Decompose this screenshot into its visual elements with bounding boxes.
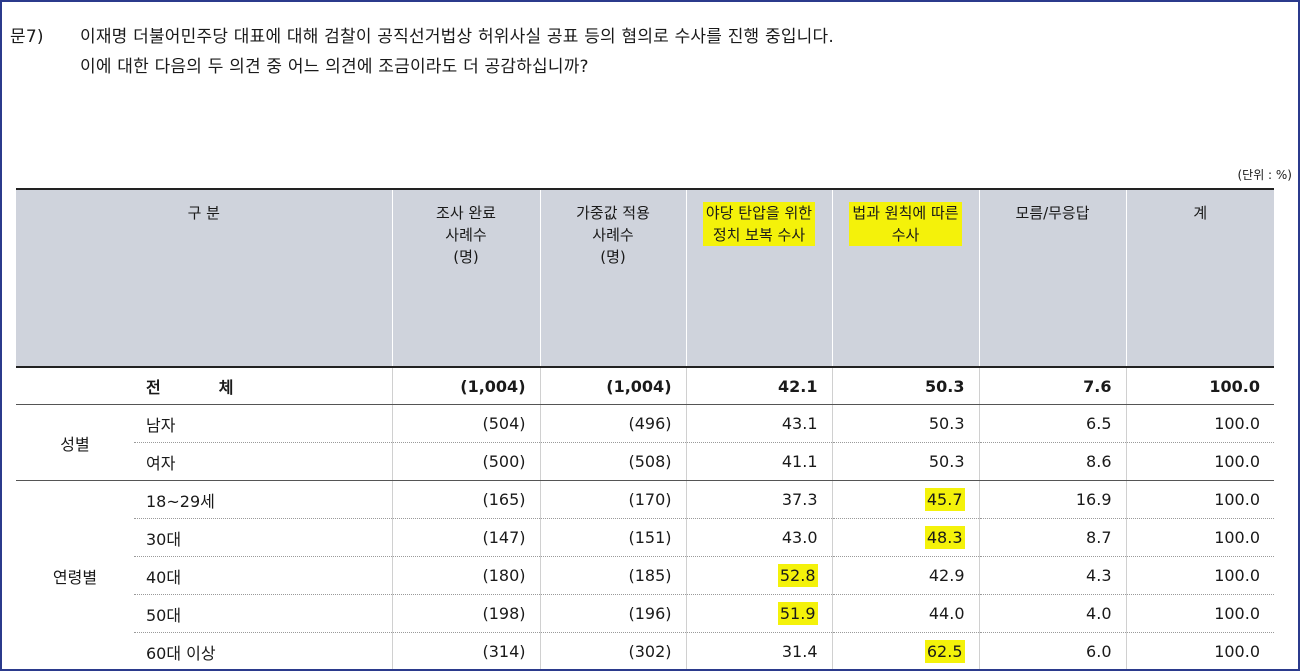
column-header-label: 법과 원칙에 따른 수사	[849, 202, 962, 246]
cell-value: 6.0	[978, 632, 1126, 669]
column-header-6: 계	[1125, 188, 1274, 368]
table-row-total: 전 체 (1,004) (1,004) 42.1 50.3 7.6 100.0	[16, 367, 1274, 405]
highlighted-value: 51.9	[777, 602, 818, 625]
table-row: 성별 남자 (504) (496) 43.1 50.3 6.5 100.0	[16, 404, 1274, 481]
cell-value: 43.0	[685, 518, 832, 557]
cell-value: 48.3	[831, 518, 979, 557]
row-label: 60대 이상	[134, 632, 392, 669]
question-number: 문7)	[10, 27, 44, 47]
group-label: 연령별	[16, 480, 134, 669]
cell-value: (496)	[539, 404, 686, 443]
cell-value: 100.0	[1125, 404, 1274, 443]
unit-label: (단위 : %)	[1237, 168, 1292, 182]
cell-value: (147)	[391, 518, 540, 557]
group-label: 성별	[16, 404, 134, 481]
question-text-line2: 이에 대한 다음의 두 의견 중 어느 의견에 조금이라도 더 공감하십니까?	[80, 57, 589, 77]
cell-value: 42.9	[831, 556, 979, 595]
highlighted-value: 62.5	[924, 640, 965, 663]
column-header-label: 구 분	[187, 204, 220, 222]
table-row: 50대 (198) (196) 51.9 44.0 4.0 100.0	[16, 594, 1274, 633]
cell-total-2: 42.1	[685, 367, 832, 405]
column-header-label: 야당 탄압을 위한 정치 보복 수사	[702, 202, 816, 246]
row-label: 여자	[134, 442, 392, 481]
cell-value: 16.9	[978, 480, 1126, 519]
total-label-b: 체	[218, 378, 234, 397]
cell-value: (196)	[539, 594, 686, 633]
cell-value: (314)	[391, 632, 540, 669]
highlighted-value: 45.7	[924, 488, 965, 511]
cell-value: (165)	[391, 480, 540, 519]
column-header-2: 가중값 적용 사례수 (명)	[539, 188, 686, 368]
cell-value: 62.5	[831, 632, 979, 669]
column-header-label: 계	[1193, 204, 1208, 222]
cell-value: (151)	[539, 518, 686, 557]
cell-total-4: 7.6	[978, 367, 1126, 405]
cell-value: 8.7	[978, 518, 1126, 557]
cell-value: 31.4	[685, 632, 832, 669]
cell-value: (185)	[539, 556, 686, 595]
total-label-a: 전	[146, 378, 161, 397]
cell-value: (302)	[539, 632, 686, 669]
row-label: 50대	[134, 594, 392, 633]
question-text-line1: 이재명 더불어민주당 대표에 대해 검찰이 공직선거법상 허위사실 공표 등의 …	[80, 27, 834, 47]
cell-value: 52.8	[685, 556, 832, 595]
table-body: 전 체 (1,004) (1,004) 42.1 50.3 7.6 100.0 성별 남자 (504…	[16, 367, 1274, 669]
cell-total-3: 50.3	[831, 367, 979, 405]
cell-value: 100.0	[1125, 518, 1274, 557]
cell-value: 4.3	[978, 556, 1126, 595]
table-header-row: 구 분 조사 완료 사례수 (명) 가중값 적용 사례수 (명) 야당 탄압을 위한 …	[16, 188, 1274, 368]
row-label: 18~29세	[134, 480, 392, 519]
row-label: 30대	[134, 518, 392, 557]
row-label: 40대	[134, 556, 392, 595]
column-header-1: 조사 완료 사례수 (명)	[391, 188, 540, 368]
table-row: 연령별 18~29세 (165) (170) 37.3 45.7 16.9 100.0	[16, 480, 1274, 669]
column-header-4: 법과 원칙에 따른 수사	[831, 188, 979, 368]
cell-total-5: 100.0	[1125, 367, 1274, 405]
cell-value: (500)	[391, 442, 540, 481]
cell-value: 100.0	[1125, 632, 1274, 669]
cell-value: 100.0	[1125, 594, 1274, 633]
table-row: 40대 (180) (185) 52.8 42.9 4.3 100.0	[16, 556, 1274, 595]
results-table: 구 분 조사 완료 사례수 (명) 가중값 적용 사례수 (명) 야당 탄압을 위한 …	[16, 188, 1274, 669]
column-header-3: 야당 탄압을 위한 정치 보복 수사	[685, 188, 832, 368]
cell-value: 100.0	[1125, 556, 1274, 595]
cell-value: (198)	[391, 594, 540, 633]
column-header-label: 가중값 적용 사례수 (명)	[576, 204, 650, 266]
cell-value: (508)	[539, 442, 686, 481]
question-block: 문7) 이재명 더불어민주당 대표에 대해 검찰이 공직선거법상 허위사실 공표…	[10, 22, 834, 82]
cell-value: (180)	[391, 556, 540, 595]
cell-value: 50.3	[831, 404, 979, 443]
table-row: 60대 이상 (314) (302) 31.4 62.5 6.0 100.0	[16, 632, 1274, 669]
cell-value: 6.5	[978, 404, 1126, 443]
cell-value: 44.0	[831, 594, 979, 633]
cell-value: 8.6	[978, 442, 1126, 481]
column-header-label: 모름/무응답	[1015, 204, 1090, 222]
table-row: 30대 (147) (151) 43.0 48.3 8.7 100.0	[16, 518, 1274, 557]
column-header-0: 구 분	[16, 188, 392, 368]
cell-value: 37.3	[685, 480, 832, 519]
cell-value: 100.0	[1125, 480, 1274, 519]
column-header-label: 조사 완료 사례수 (명)	[436, 204, 496, 266]
cell-value: 4.0	[978, 594, 1126, 633]
highlighted-value: 48.3	[924, 526, 965, 549]
highlighted-value: 52.8	[777, 564, 818, 587]
row-label: 남자	[134, 404, 392, 443]
cell-value: 50.3	[831, 442, 979, 481]
cell-value: 41.1	[685, 442, 832, 481]
group-cell-empty	[16, 367, 134, 405]
cell-value: 51.9	[685, 594, 832, 633]
cell-value: 43.1	[685, 404, 832, 443]
table-row: 여자 (500) (508) 41.1 50.3 8.6 100.0	[16, 442, 1274, 481]
column-header-5: 모름/무응답	[978, 188, 1126, 368]
cell-value: (170)	[539, 480, 686, 519]
cell-total-1: (1,004)	[539, 367, 686, 405]
cell-value: 45.7	[831, 480, 979, 519]
cell-value: (504)	[391, 404, 540, 443]
cell-value: 100.0	[1125, 442, 1274, 481]
cell-total-0: (1,004)	[391, 367, 540, 405]
